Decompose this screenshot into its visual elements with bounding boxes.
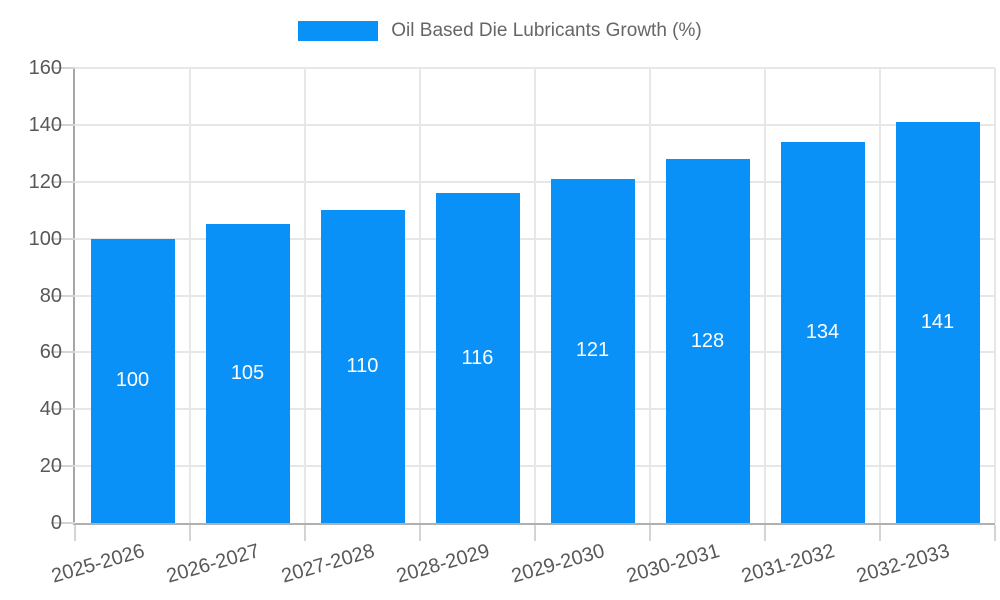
bar[interactable]: 141 [895,122,980,523]
bar[interactable]: 110 [320,210,405,523]
gridline-x [994,68,996,523]
y-tick-mark [51,237,75,240]
y-tick-mark [51,465,75,468]
y-tick-label: 40 [39,398,62,421]
y-tick-label: 80 [39,284,62,307]
x-tick-mark [419,525,421,541]
gridline-x [879,68,881,523]
gridline-x [534,68,536,523]
gridline-x [304,68,306,523]
x-tick-mark [994,525,996,541]
y-tick-mark [51,522,75,524]
bar-value-label: 141 [920,311,955,334]
y-tick-label: 60 [39,341,62,364]
gridline-x [649,68,651,523]
bar-value-label: 134 [805,320,840,343]
gridline-x [419,68,421,523]
bar[interactable]: 128 [665,159,750,523]
gridline-x [189,68,191,523]
y-tick-label: 0 [50,512,62,534]
bar[interactable]: 105 [205,224,290,523]
x-tick-mark [189,525,191,541]
y-tick-label: 120 [28,170,62,193]
legend-swatch [298,21,379,41]
y-tick-label: 20 [39,455,62,478]
y-tick-mark [51,180,75,183]
y-tick-label: 100 [28,227,62,250]
y-tick-mark [51,123,75,126]
gridline-x [764,68,766,523]
bar-value-label: 100 [115,369,150,392]
bar[interactable]: 100 [90,238,175,523]
x-tick-mark [649,525,651,541]
chart-legend[interactable]: Oil Based Die Lubricants Growth (%) [0,20,1000,42]
bar-value-label: 121 [575,339,610,362]
bar-value-label: 116 [461,346,494,369]
bar[interactable]: 134 [780,141,865,523]
x-tick-mark [304,525,306,541]
y-tick-mark [51,351,75,354]
x-tick-mark [534,525,536,541]
y-tick-label: 160 [28,57,62,79]
plot-area: 0 20 40 60 80 100 120 140 160 100 105 110 116 121 128 1… [29,57,996,588]
y-tick-mark [51,67,75,69]
y-tick-mark [51,408,75,411]
bar-value-label: 105 [230,362,265,385]
x-tick-mark [764,525,766,541]
bar-value-label: 128 [690,329,725,352]
bar[interactable]: 116 [435,193,520,523]
y-tick-mark [51,294,75,297]
y-tick-label: 140 [28,113,62,136]
x-tick-mark [879,525,881,541]
legend-label: Oil Based Die Lubricants Growth (%) [391,20,702,41]
bar-value-label: 110 [346,355,379,378]
x-tick-mark [74,525,76,541]
bar[interactable]: 121 [550,178,635,523]
